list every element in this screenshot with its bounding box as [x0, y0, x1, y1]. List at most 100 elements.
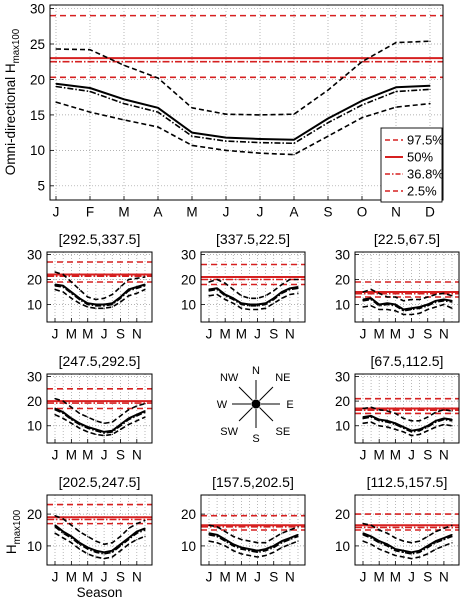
- data-point: [95, 551, 97, 553]
- data-point: [289, 288, 291, 291]
- series-dashdot: [54, 526, 146, 555]
- data-point: [248, 297, 251, 299]
- data-point: [103, 543, 105, 545]
- data-point: [293, 139, 295, 141]
- data-point: [70, 422, 72, 424]
- x-tick-label: S: [269, 570, 278, 585]
- series-dashed: [54, 288, 146, 310]
- data-point: [95, 433, 97, 435]
- data-point: [378, 308, 380, 311]
- data-point: [240, 307, 242, 309]
- data-point: [62, 273, 64, 276]
- data-point: [70, 417, 72, 419]
- y-tick-label: 20: [335, 394, 350, 409]
- data-point: [370, 415, 372, 417]
- data-point: [402, 417, 405, 419]
- data-point: [386, 302, 388, 304]
- data-point: [128, 423, 130, 426]
- y-tick-label: 30: [27, 247, 42, 262]
- data-point: [419, 540, 421, 542]
- data-point: [273, 546, 275, 549]
- data-point: [378, 548, 380, 550]
- data-point: [191, 135, 193, 137]
- data-point: [419, 420, 421, 422]
- data-point: [191, 132, 193, 134]
- y-tick-label: 30: [30, 1, 45, 16]
- data-point: [451, 425, 453, 427]
- data-point: [429, 40, 431, 42]
- x-tick-label: M: [82, 448, 93, 463]
- y-tick-label: 20: [181, 272, 196, 287]
- data-point: [410, 307, 413, 309]
- data-point: [265, 542, 267, 544]
- data-point: [362, 422, 364, 424]
- x-tick-label: S: [323, 205, 332, 220]
- data-point: [265, 548, 267, 550]
- data-point: [87, 303, 89, 306]
- data-point: [232, 535, 234, 537]
- data-point: [62, 532, 64, 534]
- subplot-title: [247.5,292.5]: [59, 353, 141, 369]
- series-dashdot: [362, 298, 453, 312]
- data-point: [289, 538, 291, 541]
- x-tick-label: M: [186, 205, 197, 220]
- series-solid: [362, 297, 453, 311]
- data-point: [259, 141, 261, 144]
- x-tick-label: S: [423, 327, 432, 342]
- data-point: [216, 293, 218, 296]
- compass-label-s: S: [252, 433, 259, 445]
- compass-spoke: [238, 407, 253, 422]
- data-point: [451, 534, 453, 536]
- data-point: [394, 310, 396, 312]
- data-point: [395, 90, 397, 93]
- data-point: [273, 298, 275, 301]
- data-point: [216, 535, 218, 537]
- data-point: [54, 532, 56, 534]
- data-point: [248, 548, 251, 550]
- series-dashed: [362, 522, 453, 544]
- data-point: [248, 550, 251, 552]
- data-point: [87, 548, 89, 550]
- series-solid: [362, 414, 453, 432]
- data-point: [386, 551, 388, 553]
- data-point: [128, 409, 130, 411]
- data-point: [386, 543, 388, 545]
- series-solid: [54, 524, 146, 554]
- x-tick-label: J: [101, 570, 108, 585]
- x-tick-label: M: [118, 205, 129, 220]
- data-point: [224, 298, 226, 301]
- data-point: [362, 534, 364, 536]
- data-point: [327, 135, 329, 137]
- data-point: [78, 548, 81, 550]
- data-point: [224, 293, 226, 296]
- data-point: [232, 550, 234, 552]
- data-point: [395, 106, 397, 108]
- data-point: [327, 117, 329, 120]
- data-point: [443, 545, 445, 547]
- legend-entry: 50%: [407, 150, 433, 165]
- x-tick-label: M: [374, 570, 385, 585]
- data-point: [402, 427, 405, 429]
- data-point: [402, 313, 405, 316]
- data-point: [70, 418, 72, 421]
- data-point: [429, 88, 431, 90]
- y-tick-label: 10: [181, 539, 196, 554]
- data-point: [128, 543, 130, 545]
- data-point: [361, 61, 363, 63]
- data-point: [128, 538, 130, 541]
- data-point: [427, 305, 429, 307]
- series-dashdot: [54, 408, 146, 434]
- data-point: [216, 288, 218, 291]
- y-axis-label: Omni-directional Hmax100: [3, 28, 22, 175]
- y-tick-label: 10: [181, 297, 196, 312]
- data-point: [144, 527, 146, 530]
- data-point: [427, 426, 429, 428]
- plot-frame: [354, 494, 460, 566]
- data-point: [208, 540, 210, 542]
- data-point: [136, 287, 138, 289]
- y-tick-label: 15: [30, 108, 45, 123]
- data-point: [427, 308, 429, 311]
- data-point: [95, 556, 97, 558]
- x-tick-label: D: [425, 205, 435, 220]
- y-tick-label: 20: [27, 507, 42, 522]
